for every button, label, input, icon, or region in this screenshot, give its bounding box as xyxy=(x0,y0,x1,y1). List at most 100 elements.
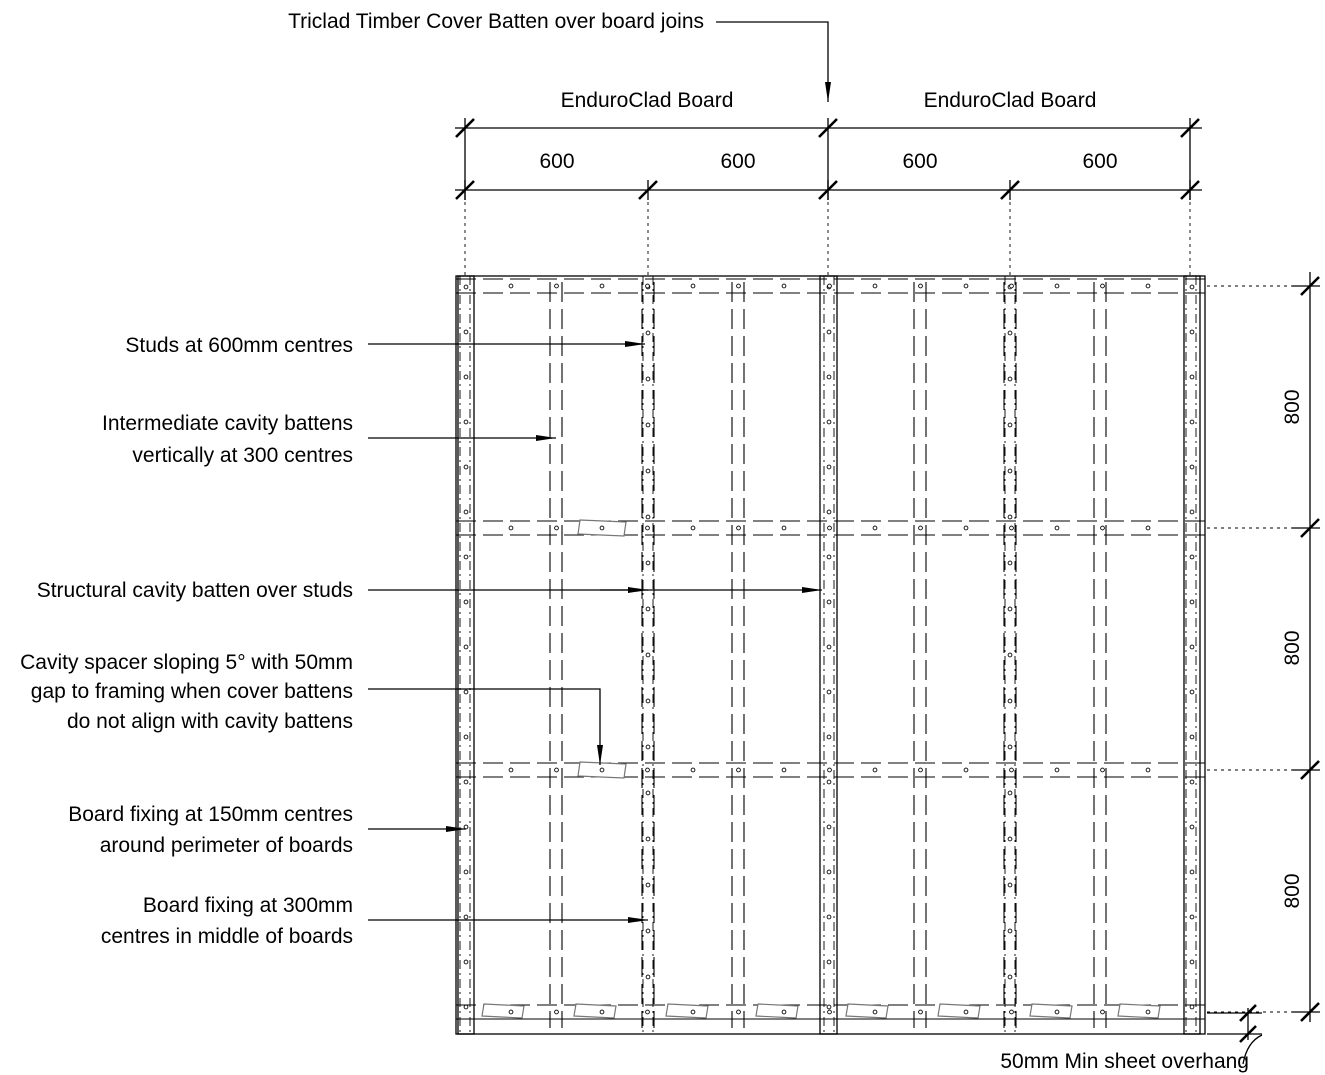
board-fixing xyxy=(1007,698,1013,704)
board-fixing xyxy=(1145,1009,1151,1015)
callout-intermediate-line1: Intermediate cavity battens xyxy=(102,412,353,435)
board-fixing xyxy=(1009,525,1014,531)
board-fixing xyxy=(554,1009,559,1015)
board-fixing xyxy=(1100,525,1105,531)
board-fixing xyxy=(1054,525,1060,531)
board-fixing xyxy=(1054,1009,1060,1015)
board-fixing xyxy=(826,869,832,875)
board-fixing xyxy=(1009,767,1014,773)
board-fixing xyxy=(463,959,469,965)
board-fixing xyxy=(645,767,650,773)
board-fixing xyxy=(1007,422,1013,428)
board-fixing xyxy=(645,514,651,520)
board-fixing xyxy=(872,1009,878,1015)
board-fixing xyxy=(826,464,832,470)
board-fixing xyxy=(1189,959,1195,965)
board-fixing xyxy=(463,824,469,830)
callout-perimeter-line2: around perimeter of boards xyxy=(100,834,353,857)
board-fixing xyxy=(645,1009,650,1015)
board-fixing xyxy=(463,509,469,515)
board-fixing xyxy=(1007,468,1013,474)
board-fixing xyxy=(1100,1009,1105,1015)
board-fixing xyxy=(918,767,923,773)
board-fixing xyxy=(645,790,651,796)
board-fixing xyxy=(963,283,969,289)
board-fixing xyxy=(1189,644,1195,650)
cover-batten-callout: Triclad Timber Cover Batten over board j… xyxy=(288,10,831,102)
board-fixing xyxy=(781,1009,787,1015)
board-fixing xyxy=(463,1004,469,1010)
board-fixing xyxy=(463,869,469,875)
board-fixing xyxy=(463,329,469,335)
dimension-600-2: 600 xyxy=(720,150,755,173)
board-fixing xyxy=(463,734,469,740)
overhang-tick-top xyxy=(1239,1004,1257,1022)
board-fixing xyxy=(645,422,651,428)
callout-studs-text: Studs at 600mm centres xyxy=(125,334,353,357)
board-fixing xyxy=(1189,1004,1195,1010)
board-fixing xyxy=(463,284,469,290)
cavity-spacer xyxy=(755,1003,799,1019)
board-fixing xyxy=(1189,419,1195,425)
board-fixing xyxy=(1189,284,1195,290)
cover-batten xyxy=(457,275,475,1035)
callout-spacer-line1: Cavity spacer sloping 5° with 50mm xyxy=(20,651,353,674)
board-fixing xyxy=(1189,824,1195,830)
dimension-600-1: 600 xyxy=(539,150,574,173)
board-fixing xyxy=(645,525,650,531)
board-fixing xyxy=(826,689,832,695)
board-fixing xyxy=(1007,606,1013,612)
board-fixing xyxy=(1189,554,1195,560)
board-fixing xyxy=(645,698,651,704)
callout-intermediate-battens: Intermediate cavity battens vertically a… xyxy=(102,412,556,467)
cavity-spacer xyxy=(1117,1003,1161,1019)
board-fixing xyxy=(599,283,605,289)
board-fixing xyxy=(690,283,696,289)
board-fixing xyxy=(1189,689,1195,695)
board-fixing xyxy=(645,468,651,474)
board-fixing xyxy=(645,376,651,382)
callout-spacer-line2: gap to framing when cover battens xyxy=(31,680,353,703)
board-fixing xyxy=(826,374,832,380)
callout-spacer-leader xyxy=(368,688,603,765)
board-fixing xyxy=(1145,283,1151,289)
cover-batten-leader xyxy=(716,21,831,102)
board-fixing xyxy=(736,283,741,289)
board-fixing xyxy=(1007,974,1013,980)
board-fixing xyxy=(1100,767,1105,773)
board-fixing xyxy=(463,689,469,695)
overhang-callout: 50mm Min sheet overhang xyxy=(1000,1004,1263,1073)
board-fixing xyxy=(463,464,469,470)
board-fixing xyxy=(872,283,878,289)
board-fixing xyxy=(1054,767,1060,773)
cover-batten xyxy=(1183,275,1201,1035)
board-fixing xyxy=(781,767,787,773)
callout-studs: Studs at 600mm centres xyxy=(125,334,645,357)
board-fixing xyxy=(918,283,923,289)
dimension-600-4: 600 xyxy=(1082,150,1117,173)
board-fixing xyxy=(826,824,832,830)
right-dimensions: 800 800 800 xyxy=(1207,272,1320,1022)
board-fixing xyxy=(463,644,469,650)
board-fixing xyxy=(826,914,832,920)
cover-batten xyxy=(819,275,838,1035)
board-fixing xyxy=(872,525,878,531)
board-fixing xyxy=(1007,376,1013,382)
board-fixing xyxy=(1009,1009,1014,1015)
board-fixing xyxy=(645,744,651,750)
board-fixing xyxy=(463,914,469,920)
board-fixing xyxy=(918,525,923,531)
board-fixing xyxy=(599,767,605,773)
board-fixing xyxy=(1054,283,1060,289)
board-fixing xyxy=(1100,283,1105,289)
board-fixing xyxy=(645,606,651,612)
board-fixing xyxy=(645,836,651,842)
board-fixing xyxy=(599,525,605,531)
overhang-tick-bottom xyxy=(1239,1025,1257,1043)
board-fixing xyxy=(826,329,832,335)
board-fixing xyxy=(826,554,832,560)
board-fixing xyxy=(463,779,469,785)
board-fixing xyxy=(1189,779,1195,785)
board-fixing xyxy=(1189,869,1195,875)
